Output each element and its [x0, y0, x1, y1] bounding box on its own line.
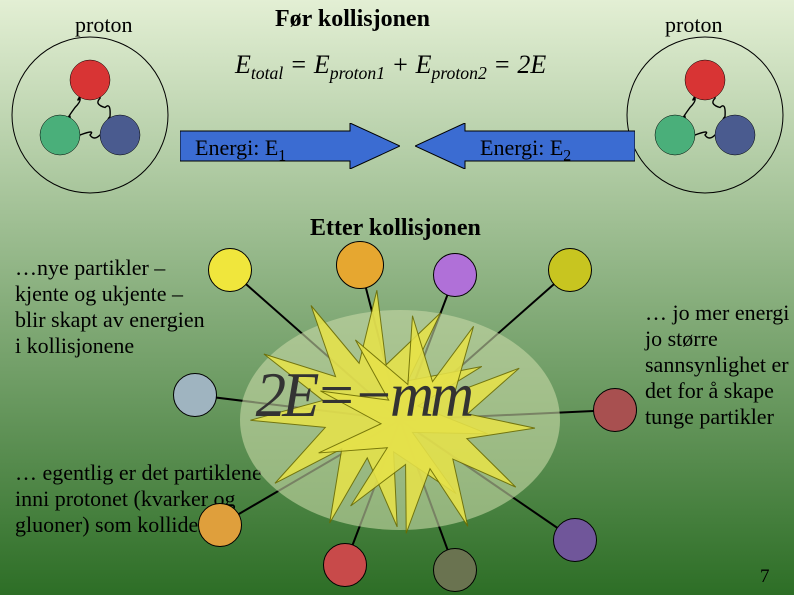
particle	[198, 503, 242, 547]
particle	[593, 388, 637, 432]
particle	[548, 248, 592, 292]
particle	[208, 248, 252, 292]
particle	[433, 548, 477, 592]
mass-energy-equation: 2E=−mm	[256, 358, 471, 432]
particle	[553, 518, 597, 562]
particle	[433, 253, 477, 297]
particle	[173, 373, 217, 417]
particle	[323, 543, 367, 587]
collision-explosion	[0, 0, 794, 595]
particle	[336, 241, 384, 289]
